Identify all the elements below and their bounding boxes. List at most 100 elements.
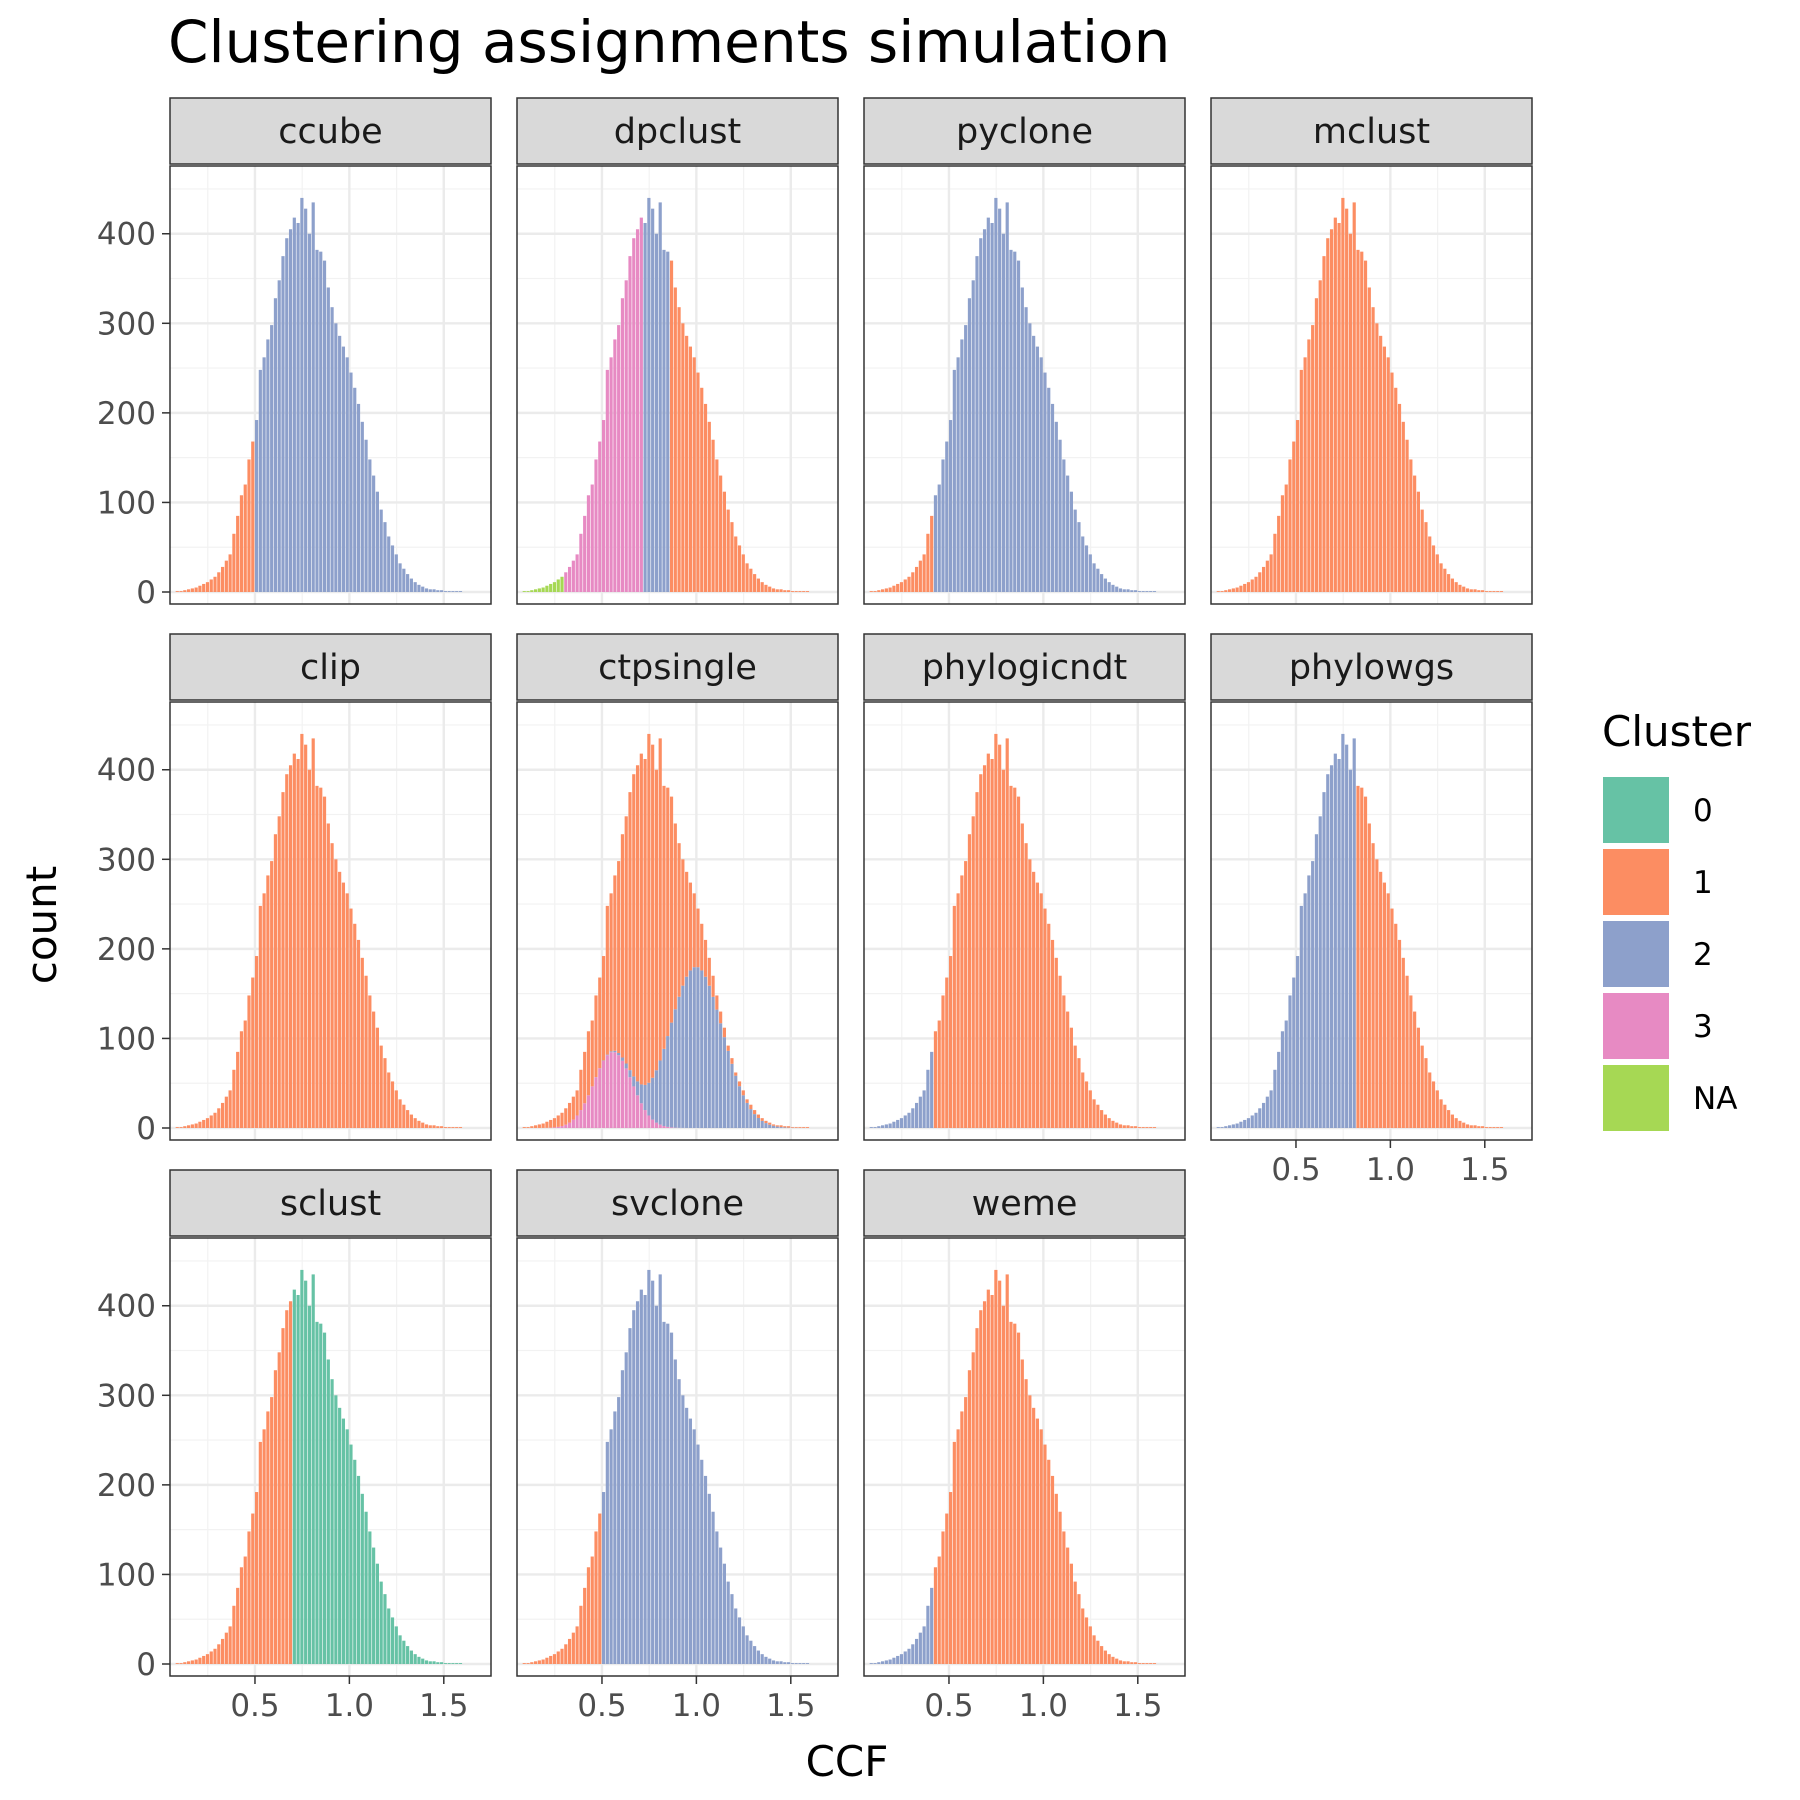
histogram-bar: [986, 217, 990, 593]
histogram-bar: [251, 441, 255, 592]
histogram-bar: [737, 1086, 742, 1128]
histogram-bar: [805, 591, 810, 592]
histogram-bar: [654, 1070, 659, 1123]
histogram-bar: [677, 996, 681, 1128]
histogram-bar: [1081, 536, 1085, 592]
histogram-bar: [579, 1110, 583, 1128]
histogram-bar: [1265, 1096, 1269, 1128]
histogram-bar: [364, 1511, 368, 1664]
histogram-bar: [658, 202, 662, 593]
histogram-bar: [390, 1617, 395, 1664]
histogram-bar: [1224, 1126, 1228, 1128]
histogram-bar: [458, 591, 463, 592]
strip-background: [863, 97, 1186, 165]
histogram-bar: [1073, 509, 1077, 592]
strip-label: ccube: [278, 112, 382, 152]
histogram-bar: [1496, 591, 1500, 592]
histogram-bar: [273, 298, 278, 592]
histogram-bars: [869, 197, 1157, 593]
histogram-bar: [1439, 1099, 1443, 1128]
histogram-bar: [209, 1651, 213, 1664]
histogram-bar: [805, 1663, 810, 1664]
histogram-bar: [613, 1411, 617, 1664]
histogram-bar: [258, 1441, 262, 1664]
histogram-bar: [1454, 582, 1458, 592]
histogram-bar: [768, 1124, 772, 1128]
histogram-bar: [707, 1493, 711, 1664]
histogram-bar: [1333, 753, 1337, 1128]
histogram-bar: [315, 785, 319, 1128]
histogram-bar: [345, 1429, 349, 1664]
histogram-bar: [458, 1663, 463, 1664]
histogram-bar: [526, 1127, 530, 1128]
facet-panel-clip: clip 0 100 200 300 400: [97, 633, 492, 1147]
histogram-bar: [888, 587, 892, 592]
histogram-bar: [1329, 229, 1334, 592]
histogram-bar: [1465, 1124, 1470, 1128]
histogram-bar: [533, 589, 538, 592]
histogram-bar: [1077, 1594, 1081, 1664]
histogram-bar: [734, 1075, 738, 1128]
histogram-bar: [1499, 591, 1504, 592]
histogram-bar: [1401, 957, 1405, 1128]
histogram-bar: [372, 1547, 376, 1664]
histogram-bar: [1054, 957, 1058, 1128]
histogram-bar: [666, 1036, 670, 1127]
histogram-bar: [711, 975, 715, 997]
histogram-bar: [545, 1121, 549, 1128]
legend-entry-NA: NA: [1603, 1065, 1737, 1131]
histogram-bar: [368, 459, 372, 592]
histogram-bar: [552, 1127, 557, 1128]
histogram-bar: [605, 1054, 609, 1056]
histogram-bar: [1397, 939, 1402, 1128]
histogram-bar: [707, 421, 711, 592]
histogram-bar: [1379, 871, 1383, 1128]
histogram-bar: [707, 957, 711, 986]
histogram-bar: [609, 357, 613, 592]
y-tick-label: 0: [136, 1111, 156, 1147]
panel-border: [516, 701, 839, 1141]
histogram-bar: [1130, 590, 1134, 592]
histogram-bar: [914, 566, 919, 592]
histogram-bar: [700, 1459, 704, 1664]
histogram-bar: [387, 536, 391, 592]
histogram-bar: [802, 1663, 806, 1664]
histogram-bar: [375, 1563, 379, 1664]
histogram-bar: [692, 967, 696, 1128]
histogram-bar: [186, 1125, 191, 1128]
facet-panel-pyclone: pyclone: [863, 97, 1186, 605]
histogram-bar: [552, 1118, 557, 1128]
histogram-bar: [624, 1352, 628, 1664]
histogram-bar: [1254, 576, 1258, 592]
histogram-bar: [880, 589, 885, 592]
histogram-bar: [1231, 588, 1235, 592]
x-axis-title: CCF: [806, 1737, 889, 1786]
histogram-bar: [873, 1127, 877, 1128]
histogram-bar: [1145, 1663, 1149, 1664]
histogram-bar: [447, 591, 451, 592]
histogram-bar: [266, 875, 270, 1128]
histogram-bar: [583, 1103, 587, 1128]
histogram-bar: [1141, 1663, 1145, 1664]
histogram-bar: [571, 1096, 575, 1120]
histogram-bar: [613, 1052, 617, 1128]
histogram-bar: [1013, 251, 1017, 593]
histogram-bar: [409, 1114, 413, 1128]
histogram-bar: [258, 905, 262, 1128]
histogram-bar: [1314, 298, 1319, 592]
histogram-bar: [903, 579, 907, 592]
histogram-bar: [564, 572, 568, 592]
histogram-bar: [605, 1055, 609, 1128]
histogram-bar: [360, 957, 364, 1128]
histogram-bar: [994, 733, 998, 1128]
histogram-bar: [620, 834, 625, 1058]
histogram-bar: [202, 1655, 206, 1664]
histogram-bar: [556, 1126, 560, 1128]
histogram-bar: [639, 1103, 643, 1128]
histogram-bar: [183, 1662, 187, 1664]
histogram-bar: [790, 591, 794, 592]
histogram-bar: [1431, 545, 1436, 592]
histogram-bar: [368, 995, 372, 1128]
histogram-bar: [1424, 1058, 1428, 1128]
histogram-bars: [175, 1269, 463, 1664]
